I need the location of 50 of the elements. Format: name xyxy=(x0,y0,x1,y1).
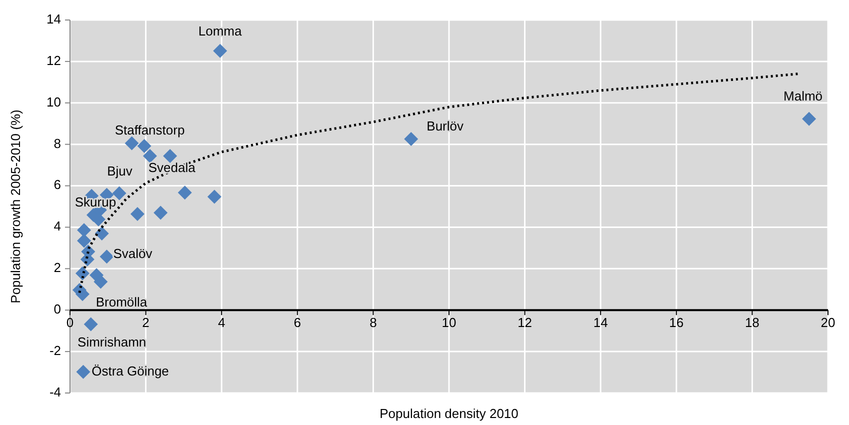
point xyxy=(94,226,109,240)
point xyxy=(100,250,114,264)
point xyxy=(77,223,92,238)
annotation: Östra Göinge xyxy=(92,363,169,378)
y-tick-label: -2 xyxy=(49,342,61,358)
y-tick-label: 12 xyxy=(46,52,61,68)
point xyxy=(94,274,108,289)
annotation: Skurup xyxy=(74,194,116,210)
annotation: Burlöv xyxy=(426,118,464,134)
point xyxy=(163,148,178,163)
x-tick-label: 2 xyxy=(142,315,150,330)
annotation: Bjuv xyxy=(107,163,133,178)
point xyxy=(178,186,192,200)
x-tick-label: 18 xyxy=(744,315,760,330)
y-tick-label: -4 xyxy=(49,384,61,400)
y-tick-label: 6 xyxy=(54,177,61,192)
x-tick-label: 6 xyxy=(294,315,302,330)
x-axis-title: Population density 2010 xyxy=(380,406,518,421)
point xyxy=(77,234,92,248)
y-tick-label: 0 xyxy=(54,302,61,317)
point xyxy=(802,112,816,126)
point xyxy=(130,206,144,221)
x-tick-label: 14 xyxy=(593,315,608,330)
annotation: Malmö xyxy=(784,88,823,104)
annotation: Bromölla xyxy=(96,294,148,310)
x-tick-label: 12 xyxy=(518,315,532,330)
x-tick-label: 8 xyxy=(370,315,377,330)
annotation: Staffanstorp xyxy=(114,122,185,138)
point xyxy=(76,364,90,379)
point xyxy=(137,138,152,153)
annotation: Lomma xyxy=(198,23,243,38)
y-axis-title: Population growth 2005-2010 (%) xyxy=(8,110,23,304)
y-tick-label: 2 xyxy=(54,260,61,276)
x-tick-label: 16 xyxy=(669,315,684,330)
x-tick-label: 0 xyxy=(66,315,74,330)
x-tick-label: 10 xyxy=(442,315,456,330)
y-tick-label: 14 xyxy=(46,11,61,26)
x-tick-label: 4 xyxy=(218,315,226,330)
point xyxy=(213,44,228,58)
y-tick-label: 8 xyxy=(54,136,61,151)
point xyxy=(142,148,157,163)
annotation: Svalöv xyxy=(113,246,153,262)
point xyxy=(154,206,168,220)
y-tick-label: 10 xyxy=(46,94,61,110)
point xyxy=(404,132,418,146)
point xyxy=(207,190,222,204)
y-tick-label: 4 xyxy=(54,218,61,234)
annotation: Simrishamn xyxy=(78,334,146,350)
x-tick-label: 20 xyxy=(820,315,836,330)
point xyxy=(84,317,98,332)
